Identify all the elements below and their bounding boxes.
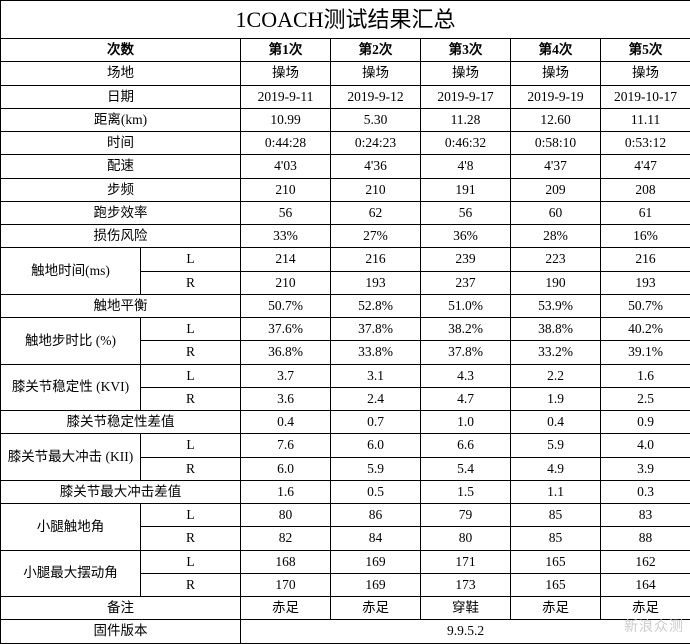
row-label: 小腿触地角 [1, 504, 141, 551]
row-label: 跑步效率 [1, 201, 241, 224]
row-label: 场地 [1, 62, 241, 85]
firmware-value: 9.9.5.2 [241, 620, 690, 643]
row-label: 触地平衡 [1, 294, 241, 317]
hdr-c2: 第2次 [331, 39, 421, 62]
row-label: 膝关节稳定性差值 [1, 411, 241, 434]
hdr-c5: 第5次 [601, 39, 690, 62]
results-table: 1COACH测试结果汇总 次数 第1次 第2次 第3次 第4次 第5次 场地 操… [0, 0, 690, 644]
hdr-c3: 第3次 [421, 39, 511, 62]
row-label: 日期 [1, 85, 241, 108]
row-label: 膝关节最大冲击差值 [1, 480, 241, 503]
row-label: 膝关节最大冲击 (KII) [1, 434, 141, 481]
row-label: 距离(km) [1, 108, 241, 131]
row-label: 触地时间(ms) [1, 248, 141, 295]
row-label: 备注 [1, 597, 241, 620]
row-label: 固件版本 [1, 620, 241, 643]
row-label: 小腿最大摆动角 [1, 550, 141, 597]
hdr-c4: 第4次 [511, 39, 601, 62]
row-label: 膝关节稳定性 (KVI) [1, 364, 141, 411]
table-title: 1COACH测试结果汇总 [1, 1, 690, 39]
hdr-cishu: 次数 [1, 39, 241, 62]
row-label: 步频 [1, 178, 241, 201]
row-label: 触地步时比 (%) [1, 318, 141, 365]
row-label: 配速 [1, 155, 241, 178]
row-label: 损伤风险 [1, 225, 241, 248]
row-label: 时间 [1, 132, 241, 155]
hdr-c1: 第1次 [241, 39, 331, 62]
